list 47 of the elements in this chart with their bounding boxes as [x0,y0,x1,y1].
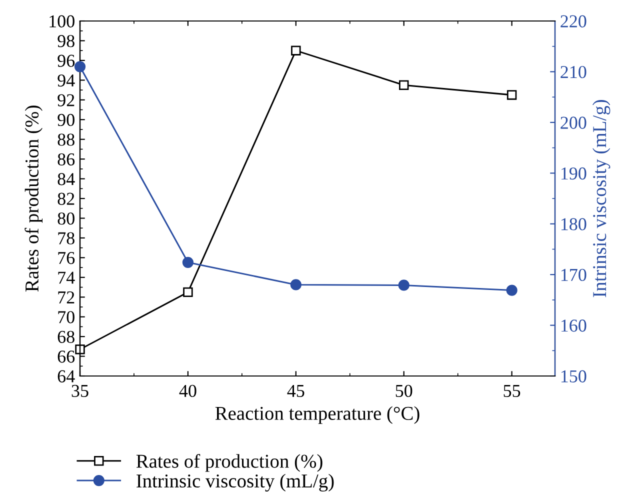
point [291,46,301,56]
y-tick-label: 68 [58,330,74,343]
y-axis-title: Rates of production (%) [24,106,42,292]
point [74,61,86,72]
point [183,287,193,298]
y2-tick-label: 170 [561,268,586,282]
x-tick-label: 45 [287,384,304,398]
y-tick-label: 88 [58,134,74,146]
y-tick-label: 74 [58,272,75,284]
x-tick-label: 40 [179,384,196,398]
y2-axis-title: Intrinsic viscosity (mL/g) [592,100,610,298]
y-tick-label: 96 [58,54,75,67]
y-tick-label: 76 [58,252,75,264]
y-tick-label: 100 [50,15,74,28]
y-tick-label: 98 [58,34,74,48]
y2-tick-label: 180 [561,218,586,230]
point [75,344,85,354]
y-tick-label: 90 [58,114,74,126]
y-tick-label: 92 [58,94,74,106]
x-tick-label: 50 [396,384,412,398]
y2-tick-label: 210 [560,66,586,78]
point [506,90,517,100]
y-tick-label: 82 [58,192,74,205]
y-tick-label: 94 [58,74,75,87]
point [182,256,194,268]
y-tick-label: 66 [58,350,75,363]
y-tick-label: 86 [58,153,75,166]
y-tick-label: 72 [58,291,74,304]
point [290,279,302,290]
y-tick-label: 80 [58,212,74,225]
y-tick-label: 84 [58,173,75,186]
x-tick-label: 35 [72,384,88,398]
y2-tick-label: 190 [561,167,586,180]
y2-tick-label: 200 [560,116,586,129]
point [506,284,518,296]
x-tick-label: 55 [504,385,520,398]
y2-tick-label: 150 [561,370,586,382]
y2-tick-label: 220 [560,15,586,28]
y-tick-label: 70 [58,311,74,324]
y-tick-label: 78 [58,232,74,244]
y-tick-label: 64 [58,370,75,382]
point [398,280,410,291]
y2-tick-label: 160 [561,320,586,332]
x-axis-title: Reaction temperature (°C) [215,406,420,424]
legend-label: Rates of production (%) [136,454,322,472]
point [399,80,409,90]
legend-label: Intrinsic viscosity (mL/g) [136,474,334,492]
